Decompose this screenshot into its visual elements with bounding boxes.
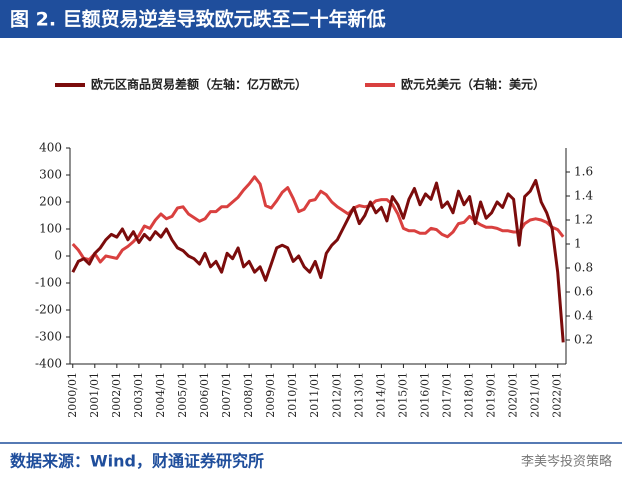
x-tick-label: 2017/01 bbox=[441, 372, 454, 418]
y-tick-label: -300 bbox=[35, 330, 62, 344]
watermark: 李美岑投资策略 bbox=[521, 454, 612, 470]
x-tick-label: 2000/01 bbox=[66, 372, 79, 418]
y2-tick-label: 1.2 bbox=[574, 213, 593, 227]
x-tick-label: 2019/01 bbox=[485, 372, 498, 418]
y-tick-label: 100 bbox=[39, 222, 62, 236]
series-line bbox=[73, 177, 563, 262]
y2-tick-label: 0.8 bbox=[574, 261, 593, 275]
y-tick-label: 400 bbox=[39, 141, 62, 155]
x-tick-label: 2014/01 bbox=[374, 372, 387, 418]
x-tick-label: 2006/01 bbox=[198, 372, 211, 418]
y-tick-label: 0 bbox=[54, 249, 62, 263]
y-tick-label: -200 bbox=[35, 303, 62, 317]
x-tick-label: 2011/01 bbox=[308, 372, 321, 418]
x-tick-label: 2016/01 bbox=[418, 372, 431, 418]
legend-label: 欧元区商品贸易差额（左轴：亿万欧元） bbox=[91, 77, 307, 92]
source: 数据来源：Wind，财通证券研究所 bbox=[10, 452, 264, 471]
y2-tick-label: 1.4 bbox=[574, 189, 593, 203]
y2-tick-label: 0.6 bbox=[574, 285, 593, 299]
x-tick-label: 2013/01 bbox=[352, 372, 365, 418]
x-tick-label: 2012/01 bbox=[330, 372, 343, 418]
x-tick-label: 2009/01 bbox=[264, 372, 277, 418]
y-tick-label: 300 bbox=[39, 168, 62, 182]
x-tick-label: 2015/01 bbox=[396, 372, 409, 418]
y-tick-label: 200 bbox=[39, 195, 62, 209]
y2-tick-label: 1 bbox=[574, 237, 582, 251]
chart-title: 图 2. 巨额贸易逆差导致欧元跌至二十年新低 bbox=[10, 8, 386, 31]
series-line bbox=[73, 180, 563, 342]
x-tick-label: 2022/01 bbox=[551, 372, 564, 418]
x-tick-label: 2002/01 bbox=[110, 372, 123, 418]
y2-tick-label: 1.6 bbox=[574, 165, 593, 179]
x-tick-label: 2004/01 bbox=[154, 372, 167, 418]
x-tick-label: 2008/01 bbox=[242, 372, 255, 418]
legend-label: 欧元兑美元（右轴：美元） bbox=[401, 77, 545, 92]
y2-tick-label: 0.2 bbox=[574, 333, 593, 347]
x-tick-label: 2020/01 bbox=[507, 372, 520, 418]
y2-tick-label: 0.4 bbox=[574, 309, 593, 323]
y-tick-label: -100 bbox=[35, 276, 62, 290]
x-tick-label: 2007/01 bbox=[220, 372, 233, 418]
x-tick-label: 2010/01 bbox=[286, 372, 299, 418]
x-tick-label: 2005/01 bbox=[176, 372, 189, 418]
chart: 图 2. 巨额贸易逆差导致欧元跌至二十年新低 数据来源：Wind，财通证券研究所… bbox=[0, 0, 622, 481]
x-tick-label: 2001/01 bbox=[88, 372, 101, 418]
x-tick-label: 2021/01 bbox=[529, 372, 542, 418]
x-tick-label: 2018/01 bbox=[463, 372, 476, 418]
y-tick-label: -400 bbox=[35, 357, 62, 371]
x-tick-label: 2003/01 bbox=[132, 372, 145, 418]
